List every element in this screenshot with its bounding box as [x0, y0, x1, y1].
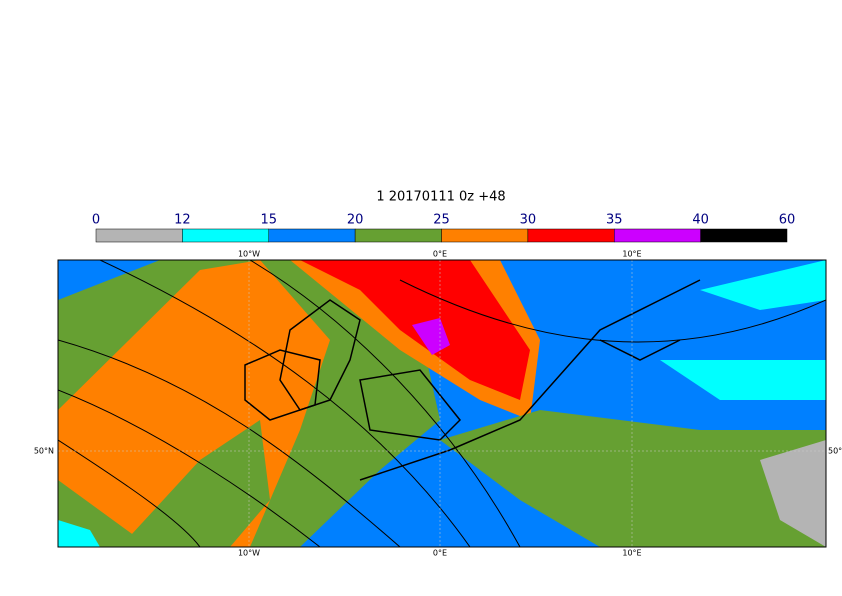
colorbar-segment — [614, 228, 701, 243]
coastline — [244, 349, 321, 421]
colorbar-segment — [268, 228, 356, 243]
lon-label: 10°E — [622, 549, 641, 558]
field-area — [412, 318, 450, 355]
lat-label: 50°N — [828, 447, 842, 456]
field-area — [440, 410, 826, 547]
colorbar-label: 35 — [606, 213, 623, 228]
colorbar-segment — [441, 228, 529, 243]
title: 1 20170111 0z +48 — [376, 190, 505, 205]
field-area — [300, 260, 530, 400]
colorbar-label: 20 — [347, 213, 364, 228]
colorbar-segment — [182, 228, 269, 243]
colorbar-segment — [527, 228, 615, 243]
coastline — [279, 299, 361, 411]
field-area — [700, 260, 826, 310]
field-area — [120, 420, 270, 547]
field-area — [58, 520, 100, 547]
lon-label: 10°W — [238, 549, 260, 558]
coastline — [359, 279, 701, 481]
field-area — [760, 440, 826, 547]
colorbar-label: 60 — [779, 213, 796, 228]
colorbar: 0 12 15 20 25 30 35 40 60 — [92, 213, 795, 243]
lon-label: 0°E — [433, 250, 447, 259]
coastline — [359, 369, 462, 441]
colorbar-segment — [354, 228, 442, 243]
map — [58, 260, 826, 547]
colorbar-segment — [700, 228, 788, 243]
colorbar-label: 30 — [520, 213, 537, 228]
colorbar-label: 25 — [433, 213, 450, 228]
lon-label: 10°W — [238, 250, 260, 259]
colorbar-label: 15 — [260, 213, 277, 228]
isobar — [58, 260, 826, 547]
colorbar-segment — [95, 228, 183, 243]
colorbar-label: 40 — [692, 213, 709, 228]
map-frame — [57, 259, 827, 548]
colorbar-label: 0 — [92, 213, 100, 228]
lon-label: 10°E — [622, 250, 641, 259]
lat-label: 50°N — [34, 447, 54, 456]
colorbar-label: 12 — [174, 213, 191, 228]
lon-label: 0°E — [433, 549, 447, 558]
field-area — [660, 360, 826, 400]
